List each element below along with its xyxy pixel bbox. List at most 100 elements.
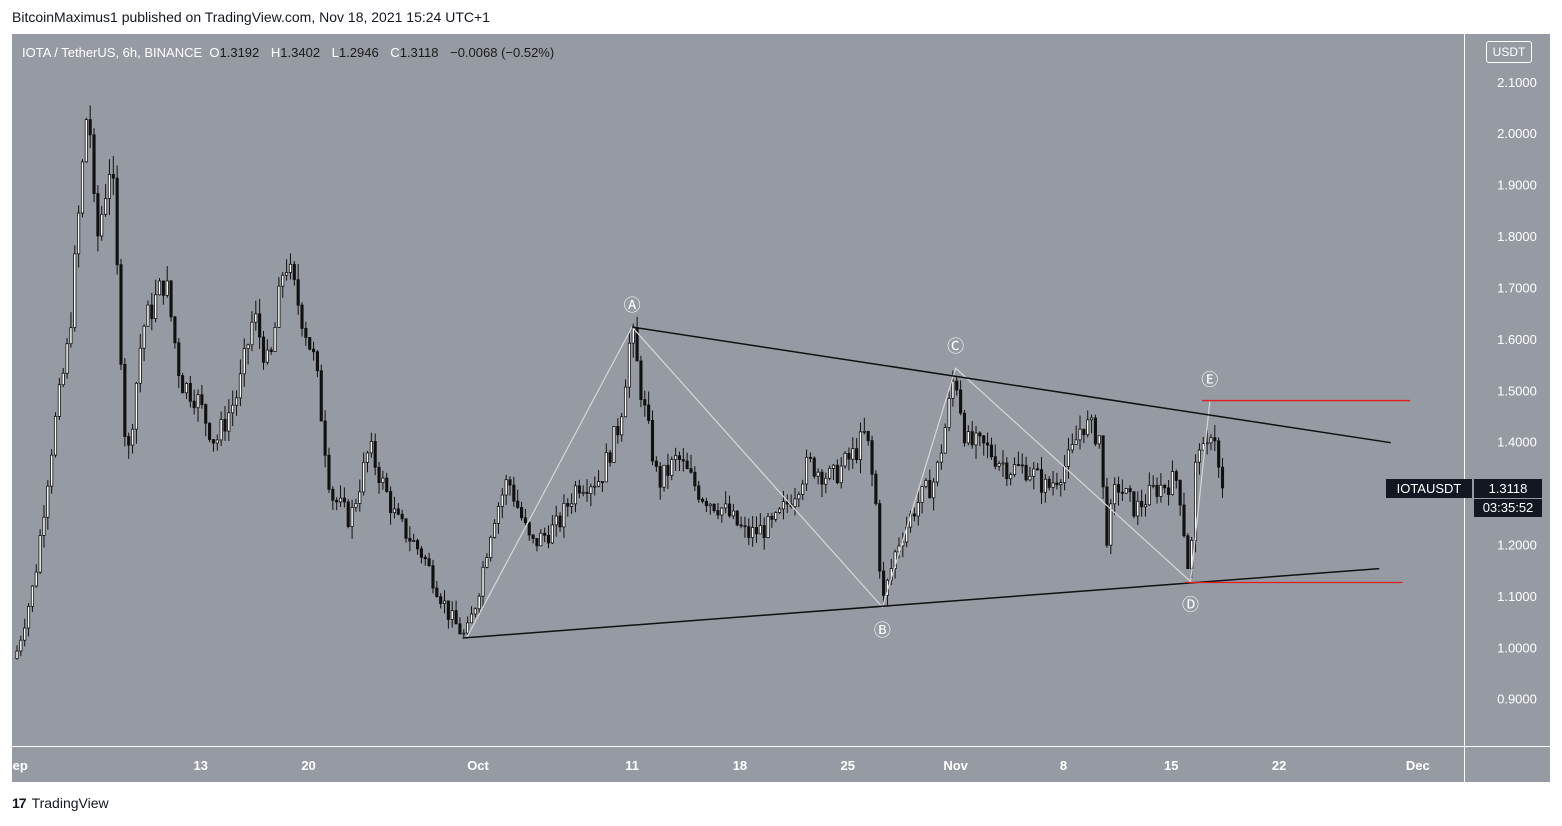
candle-body: [808, 456, 812, 459]
candle-body: [1217, 440, 1221, 468]
candle-body: [1070, 444, 1074, 451]
candle-body: [439, 596, 443, 605]
candle-body: [874, 473, 878, 505]
price-tag-value: 1.3118: [1474, 479, 1542, 498]
candle-body: [600, 481, 604, 483]
candle-body: [473, 608, 477, 615]
price-axis[interactable]: [1465, 34, 1550, 746]
candle-body: [234, 397, 239, 406]
candle-body: [604, 452, 608, 483]
candle-body: [127, 436, 131, 446]
wave-label: Ⓑ: [874, 621, 891, 640]
candle-body: [1220, 466, 1225, 489]
candle-body: [573, 485, 578, 505]
candle-body: [350, 507, 354, 527]
candle-body: [1113, 484, 1117, 505]
candle-body: [708, 503, 712, 507]
candle-body: [1047, 478, 1051, 488]
candle-body: [805, 456, 809, 485]
published-line: BitcoinMaximus1 published on TradingView…: [12, 9, 490, 25]
open-value: 1.3192: [219, 45, 260, 60]
candle-body: [281, 274, 285, 287]
candle-body: [1036, 468, 1040, 471]
wave-label: Ⓓ: [1182, 595, 1199, 614]
x-tick-label: 18: [733, 758, 747, 773]
y-tick-label: 2.1000: [1497, 75, 1537, 90]
candle-body: [192, 400, 196, 409]
candle-body: [631, 328, 635, 344]
x-tick-label: Dec: [1406, 758, 1430, 773]
candle-body: [766, 515, 770, 538]
candle-body: [23, 627, 27, 641]
candle-body: [53, 415, 58, 456]
candle-body: [689, 468, 693, 473]
candle-body: [593, 485, 597, 488]
candle-body: [878, 503, 882, 572]
candle-body: [138, 347, 142, 384]
candle-body: [997, 463, 1001, 467]
chart-canvas[interactable]: Ⓐ Ⓑ Ⓒ Ⓓ Ⓔ 2.1000 2.0000 1.9000 1.8000 1.7000 1.60…: [12, 34, 1550, 782]
candle-body: [254, 313, 258, 323]
candle-body: [315, 351, 319, 372]
candle-body: [712, 503, 716, 511]
candle-body: [947, 397, 951, 428]
candle-body: [516, 500, 520, 508]
y-tick-label: 1.5000: [1497, 383, 1537, 398]
x-tick-label: 25: [841, 758, 855, 773]
y-tick-label: 2.0000: [1497, 126, 1537, 141]
candle-body: [643, 399, 647, 406]
candle-body: [1140, 500, 1144, 508]
candle-body: [955, 380, 959, 391]
candle-body: [100, 213, 104, 237]
candle-body: [377, 466, 381, 484]
candle-body: [554, 515, 558, 526]
x-tick-label: Oct: [467, 758, 489, 773]
candle-body: [1066, 449, 1071, 467]
wave-labels-layer: Ⓐ Ⓑ Ⓒ Ⓓ Ⓔ: [624, 296, 1219, 640]
candle-body: [1147, 484, 1151, 506]
candle-body: [1074, 439, 1078, 445]
candle-body: [173, 316, 177, 344]
x-tick-label: 13: [193, 758, 207, 773]
candle-body: [685, 460, 689, 470]
trendline[interactable]: [462, 567, 1380, 639]
candle-body: [1116, 484, 1121, 493]
candle-body: [77, 212, 81, 255]
change-value: −0.0068 (−0.52%): [450, 45, 555, 60]
candle-body: [1120, 491, 1124, 494]
candle-body: [1105, 486, 1109, 546]
candle-body: [80, 161, 85, 214]
candle-body: [1109, 503, 1113, 546]
candle-body: [308, 337, 312, 350]
symbol-title: IOTA / TetherUS, 6h, BINANCE: [22, 45, 203, 60]
candle-body: [566, 502, 570, 507]
candle-body: [774, 512, 778, 520]
candle-body: [751, 527, 755, 539]
y-tick-label: 1.6000: [1497, 332, 1537, 347]
candle-body: [15, 650, 19, 660]
candle-body: [469, 613, 474, 624]
candle-body: [747, 526, 751, 539]
candle-body: [1005, 462, 1009, 480]
candle-body: [616, 426, 620, 436]
candle-body: [269, 349, 273, 352]
chart-frame[interactable]: Ⓐ Ⓑ Ⓒ Ⓓ Ⓔ 2.1000 2.0000 1.9000 1.8000 1.7000 1.60…: [12, 34, 1550, 782]
tradingview-logo[interactable]: 17 TradingView: [12, 795, 109, 811]
candle-body: [993, 456, 997, 467]
candle-body: [208, 422, 212, 440]
time-axis[interactable]: [12, 747, 1464, 782]
candle-body: [1016, 464, 1020, 467]
candle-body: [924, 479, 928, 488]
y-tick-label: 1.1000: [1497, 589, 1537, 604]
candle-body: [527, 522, 531, 536]
candle-body: [200, 394, 204, 405]
trendline[interactable]: [631, 326, 1391, 444]
candle-body: [1090, 417, 1094, 421]
plot-area[interactable]: [12, 34, 1464, 746]
currency-badge[interactable]: USDT: [1486, 41, 1532, 63]
y-tick-label: 1.2000: [1497, 538, 1537, 553]
candle-body: [277, 285, 281, 328]
price-tag-symbol: IOTAUSDT: [1386, 479, 1472, 498]
candle-body: [597, 481, 601, 487]
candle-body: [1143, 504, 1148, 508]
